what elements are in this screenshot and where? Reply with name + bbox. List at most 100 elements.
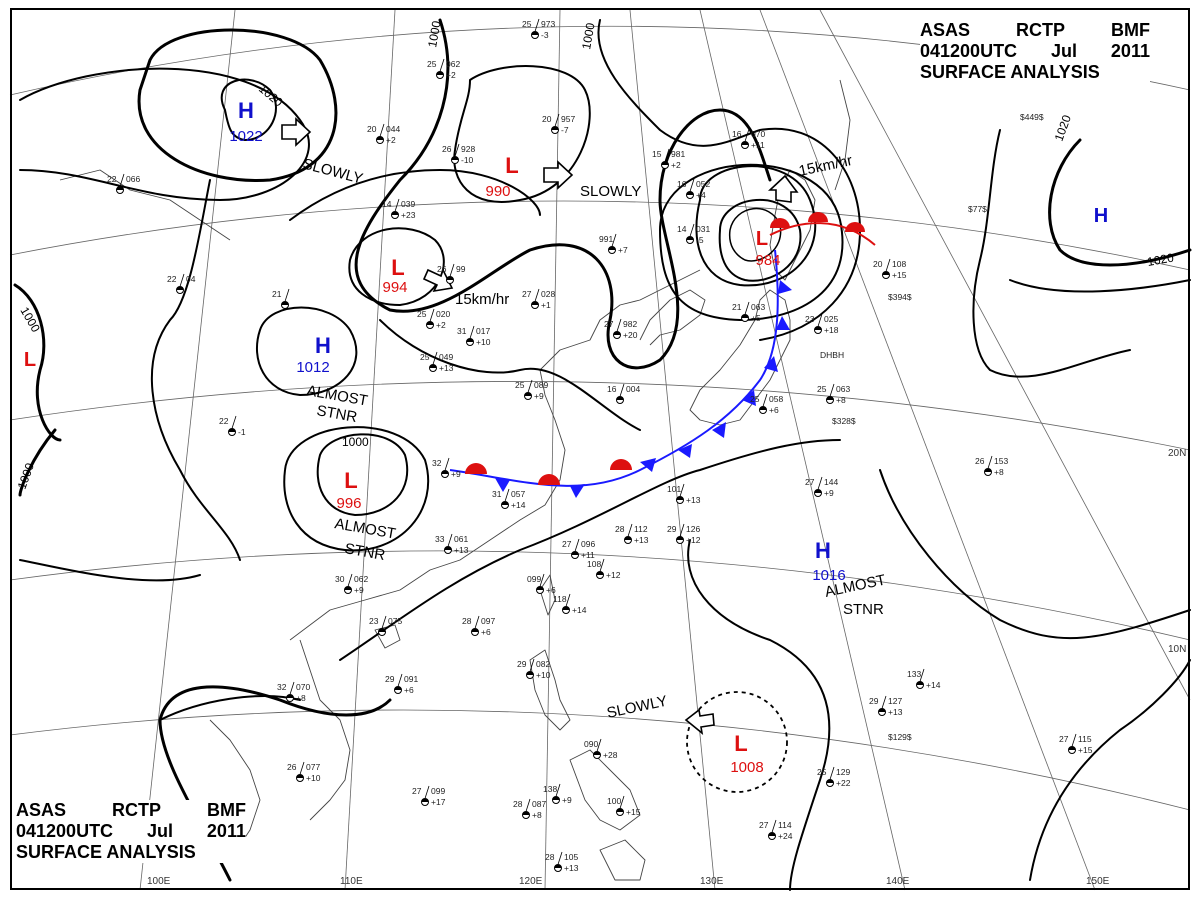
station-pressure: 062 bbox=[446, 59, 460, 69]
station-pressure: 070 bbox=[751, 129, 765, 139]
low-center-letter: L bbox=[505, 153, 518, 178]
cloud-cover-mark bbox=[768, 832, 776, 836]
wind-barb bbox=[119, 173, 125, 187]
station-pressure: 981 bbox=[671, 149, 685, 159]
isobar-thick bbox=[158, 685, 392, 882]
title-year: 2011 bbox=[1110, 41, 1150, 61]
wind-barb bbox=[474, 615, 480, 629]
wind-barb bbox=[432, 351, 438, 365]
lon-line bbox=[819, 9, 1191, 701]
station-plot: 29 091+6 bbox=[385, 673, 418, 695]
station-tendency: -7 bbox=[561, 125, 569, 135]
cloud-cover-mark bbox=[281, 301, 289, 305]
station-temp: 29 bbox=[667, 524, 677, 534]
station-temp: 22 bbox=[107, 174, 117, 184]
cloud-cover-mark bbox=[376, 136, 384, 140]
station-pressure: 091 bbox=[404, 674, 418, 684]
wind-barb bbox=[347, 573, 353, 587]
cold-front-mark bbox=[678, 444, 692, 458]
station-tendency: -5 bbox=[696, 235, 704, 245]
isobar bbox=[283, 426, 430, 552]
station-temp: 28 bbox=[513, 799, 523, 809]
wind-barb bbox=[557, 851, 563, 865]
station-pressure: 096 bbox=[581, 539, 595, 549]
station-plot: 27 096+11 bbox=[562, 538, 595, 560]
station-plot: 22 -1 bbox=[219, 415, 246, 437]
cloud-cover-mark bbox=[616, 808, 624, 812]
cloud-cover-mark bbox=[436, 71, 444, 75]
station-tendency: +13 bbox=[686, 495, 701, 505]
station-temp: 22 bbox=[167, 274, 177, 284]
station-pressure: 031 bbox=[696, 224, 710, 234]
station-pressure: 097 bbox=[481, 616, 495, 626]
wind-barb bbox=[619, 795, 625, 809]
warm-front-mark bbox=[770, 218, 790, 228]
station-plot: 25 063+8 bbox=[817, 383, 850, 405]
cloud-cover-mark bbox=[444, 546, 452, 550]
coastline-china bbox=[289, 269, 701, 641]
station-plot: 22 066 bbox=[107, 173, 140, 194]
station-plot: 25 973-3 bbox=[522, 18, 555, 40]
wind-barb bbox=[539, 573, 545, 587]
station-pressure: 063 bbox=[836, 384, 850, 394]
station-tendency: +4 bbox=[696, 190, 706, 200]
station-pressure: 114 bbox=[778, 820, 792, 830]
station-plot: 23 025+18 bbox=[805, 313, 839, 335]
station-temp: 090 bbox=[584, 739, 598, 749]
station-pressure: 99 bbox=[456, 264, 466, 274]
status-label: STNR bbox=[843, 601, 884, 618]
station-plot: 20 957-7 bbox=[542, 113, 575, 135]
cloud-cover-mark bbox=[501, 501, 509, 505]
motion-arrow bbox=[422, 267, 454, 293]
station-tendency: +1 bbox=[541, 300, 551, 310]
station-tendency: +10 bbox=[476, 337, 491, 347]
station-temp: 25 bbox=[427, 59, 437, 69]
station-pressure: 089 bbox=[534, 380, 548, 390]
station-tendency: +2 bbox=[386, 135, 396, 145]
station-temp: 27 bbox=[522, 289, 532, 299]
station-tendency: +13 bbox=[564, 863, 579, 873]
station-plot: 29 126+12 bbox=[667, 523, 701, 545]
station-pressure: 025 bbox=[824, 314, 838, 324]
station-tendency: +7 bbox=[618, 245, 628, 255]
station-temp: 23 bbox=[369, 616, 379, 626]
station-temp: 22 bbox=[219, 416, 229, 426]
low-center-value: 996 bbox=[336, 495, 361, 512]
high-center-value: 1016 bbox=[812, 567, 845, 584]
station-plot: 26 153+8 bbox=[975, 455, 1008, 477]
wind-barb bbox=[679, 483, 685, 497]
isobar bbox=[220, 78, 277, 141]
station-temp: 20 bbox=[542, 114, 552, 124]
station-plot: 14 039+23 bbox=[382, 198, 416, 220]
low-center-letter: L bbox=[344, 468, 357, 493]
station-pressure: 070 bbox=[296, 682, 310, 692]
station-pressure: 017 bbox=[476, 326, 490, 336]
station-temp: 15 bbox=[652, 149, 662, 159]
wind-barb bbox=[987, 455, 993, 469]
station-temp: 26 bbox=[442, 144, 452, 154]
station-plot: 991 +7 bbox=[599, 233, 628, 255]
wind-barb bbox=[817, 476, 823, 490]
station-temp: 28 bbox=[462, 616, 472, 626]
station-pressure: 061 bbox=[454, 534, 468, 544]
isobar bbox=[597, 19, 861, 341]
station-temp: 32 bbox=[277, 682, 287, 692]
cloud-cover-mark bbox=[378, 628, 386, 632]
wind-barb bbox=[504, 488, 510, 502]
isobar bbox=[718, 198, 802, 282]
station-pressure: 153 bbox=[994, 456, 1008, 466]
coastline-luzon bbox=[529, 649, 571, 731]
station-pressure: 144 bbox=[824, 477, 838, 487]
station-pressure: 004 bbox=[626, 384, 640, 394]
wind-barb bbox=[574, 538, 580, 552]
station-temp: 25 bbox=[817, 384, 827, 394]
wind-barb bbox=[1071, 733, 1077, 747]
isobar bbox=[1029, 659, 1191, 881]
station-pressure: 928 bbox=[461, 144, 475, 154]
station-tendency: +15 bbox=[1078, 745, 1093, 755]
title-product: SURFACE ANALYSIS bbox=[16, 842, 196, 862]
cloud-cover-mark bbox=[608, 246, 616, 250]
low-center-value: 990 bbox=[485, 183, 510, 200]
